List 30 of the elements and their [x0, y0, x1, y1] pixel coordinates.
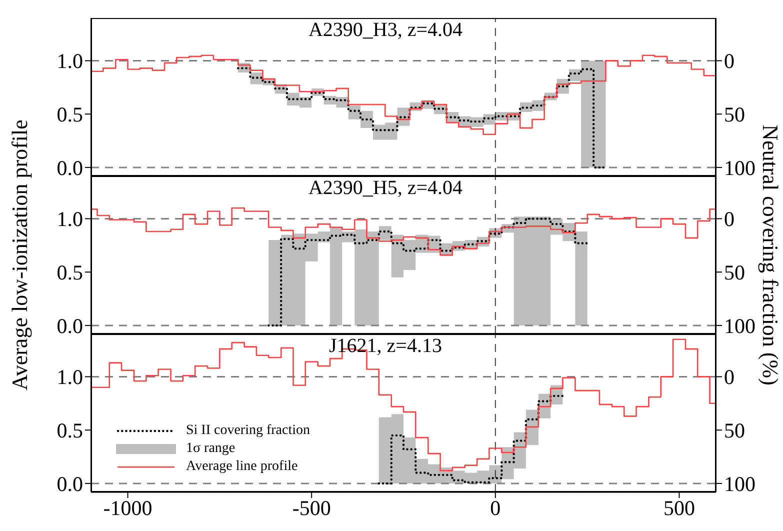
y2-tick-label: 100 [724, 156, 756, 180]
y2-tick-label: 50 [724, 102, 745, 127]
x-tick-label: 500 [663, 496, 695, 520]
legend-label: Average line profile [186, 458, 298, 476]
y-axis-title: Average low-ionization profile [7, 120, 33, 390]
y2-tick-label: 100 [724, 472, 756, 496]
y-tick-label: 0.0 [56, 156, 83, 180]
y2-tick-label: 100 [724, 314, 756, 338]
chart-title: A2390_H5, z=4.04 [307, 177, 464, 200]
chart-title: J1621, z=4.13 [328, 335, 443, 358]
y-tick-label: 0.0 [56, 314, 83, 338]
y2-tick-label: 50 [724, 418, 745, 443]
y-tick-label: 0.5 [56, 418, 83, 443]
y-tick-label: 0.5 [56, 260, 83, 285]
y-tick-label: 1.0 [56, 49, 83, 74]
x-tick-label: -1000 [103, 496, 152, 520]
y2-tick-label: 0 [724, 49, 734, 74]
y-tick-label: 1.0 [56, 207, 83, 232]
x-tick-label: 0 [490, 496, 501, 520]
annotation: 1σ range [186, 440, 236, 458]
y-tick-label: 0.5 [56, 102, 83, 127]
y2-tick-label: 0 [724, 365, 734, 390]
x-tick-label: -500 [292, 496, 331, 520]
legend-label: Si II covering fraction [186, 422, 310, 440]
y-tick-label: 1.0 [56, 365, 83, 390]
y-tick-label: 0.0 [56, 472, 83, 496]
chart-title: A2390_H3, z=4.04 [307, 19, 464, 42]
y2-axis-title: Neutral covering fraction (%) [757, 124, 783, 386]
y2-tick-label: 50 [724, 260, 745, 285]
y2-tick-label: 0 [724, 207, 734, 232]
